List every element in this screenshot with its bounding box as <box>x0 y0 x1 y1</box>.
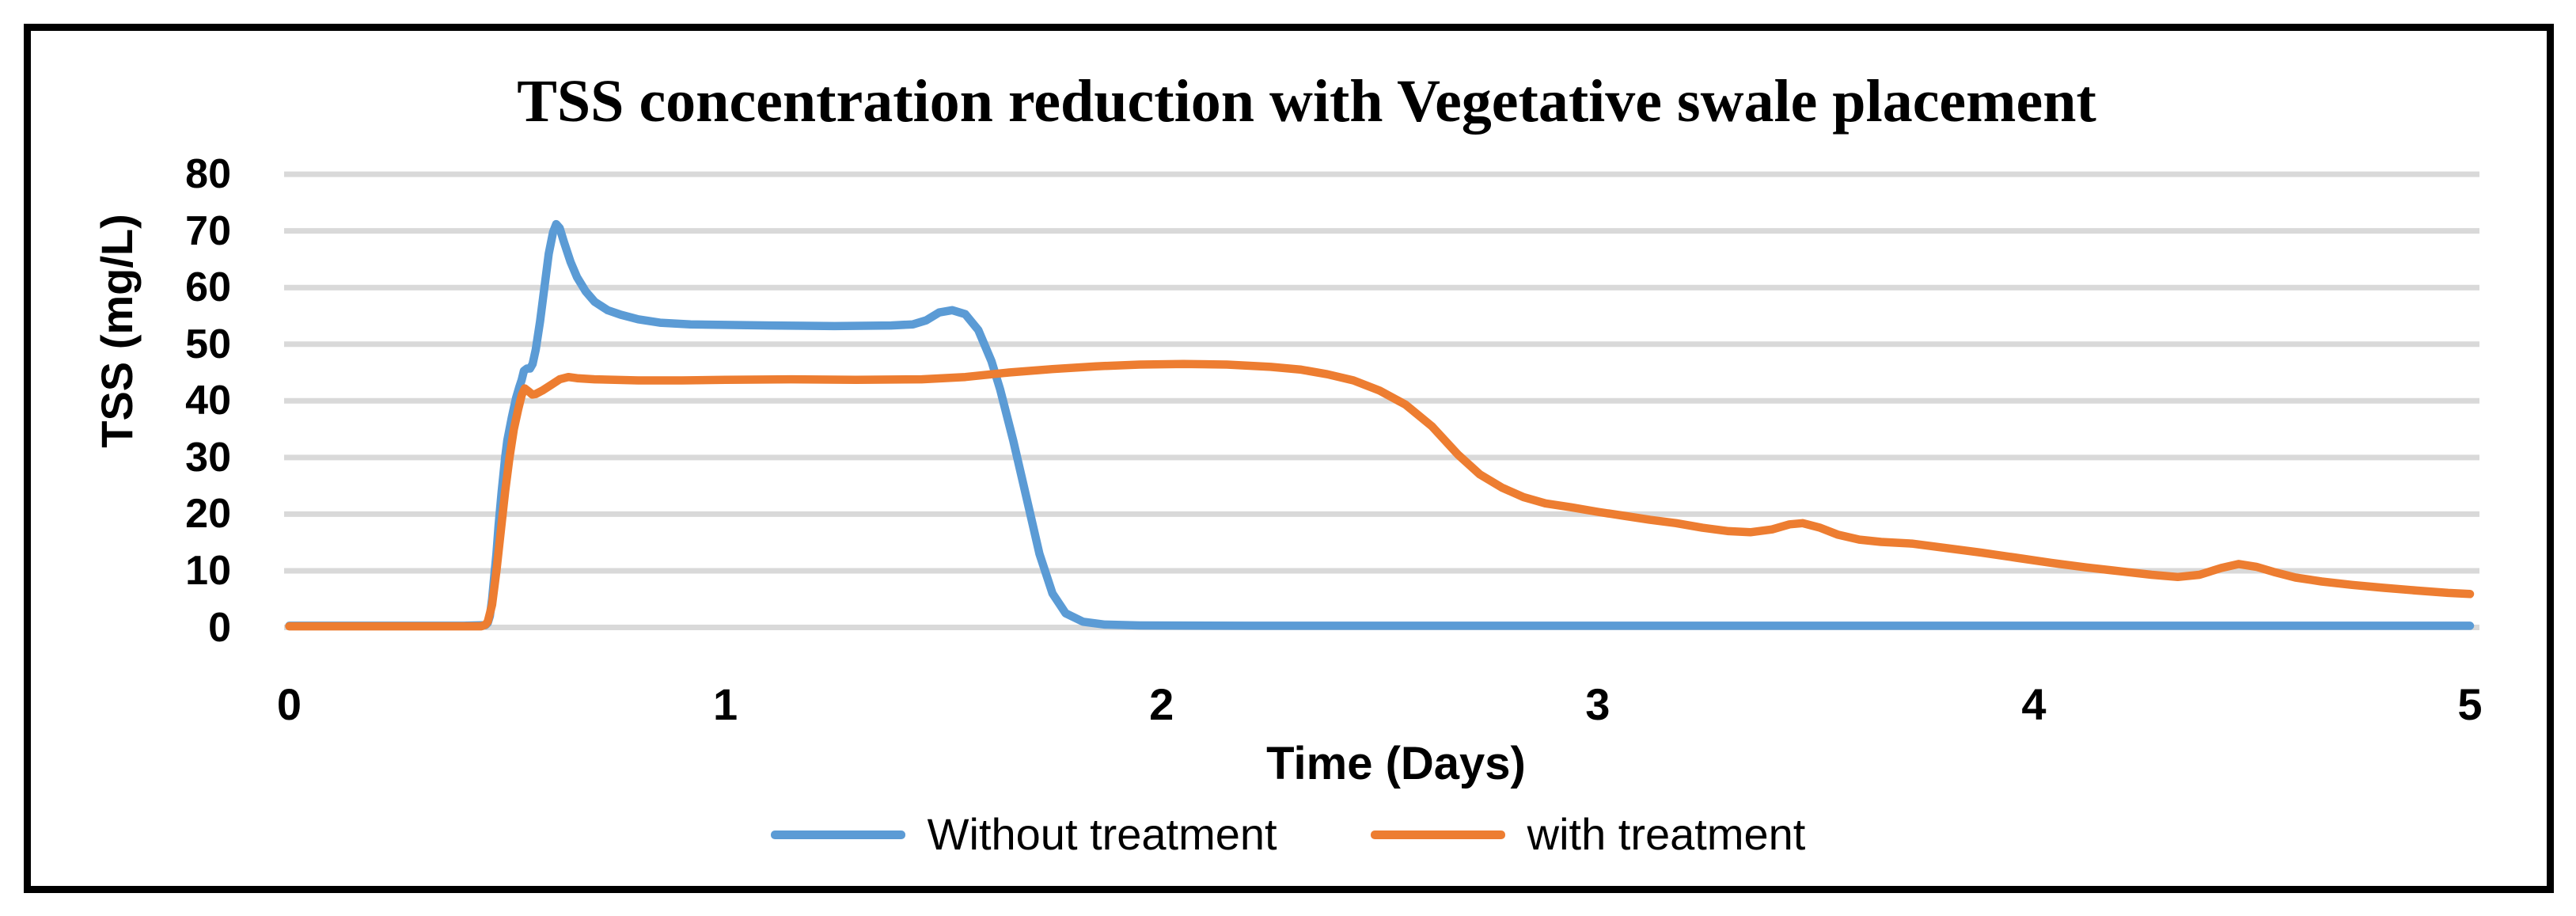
y-tick-label-30: 30 <box>185 434 231 481</box>
legend: Without treatment with treatment <box>0 809 2576 860</box>
x-tick-label-1: 1 <box>713 679 738 729</box>
x-axis-title: Time (Days) <box>1266 738 1526 789</box>
y-tick-label-20: 20 <box>185 491 231 538</box>
y-tick-label-60: 60 <box>185 264 231 311</box>
legend-item-with-treatment: with treatment <box>1370 809 1806 860</box>
chart-title: TSS concentration reduction with Vegetat… <box>517 68 2096 135</box>
x-tick-label-0: 0 <box>276 679 302 729</box>
y-tick-label-70: 70 <box>185 207 231 254</box>
y-tick-label-50: 50 <box>185 321 231 367</box>
y-tick-label-80: 80 <box>185 151 231 198</box>
legend-line-orange <box>1370 830 1505 839</box>
series-line-with-treatment <box>285 359 2475 631</box>
x-tick-label-5: 5 <box>2457 679 2483 729</box>
legend-label: Without treatment <box>927 809 1277 859</box>
x-tick-label-3: 3 <box>1585 679 1610 729</box>
y-axis-title: TSS (mg/L) <box>92 214 142 448</box>
series-line-without-treatment <box>285 219 2475 630</box>
y-tick-label-0: 0 <box>208 604 231 651</box>
x-tick-label-2: 2 <box>1149 679 1174 729</box>
x-tick-label-4: 4 <box>2021 679 2047 729</box>
y-tick-label-10: 10 <box>185 547 231 594</box>
legend-item-without-treatment: Without treatment <box>770 809 1277 860</box>
legend-label: with treatment <box>1527 809 1806 859</box>
y-tick-label-40: 40 <box>185 378 231 424</box>
legend-line-blue <box>770 830 905 839</box>
